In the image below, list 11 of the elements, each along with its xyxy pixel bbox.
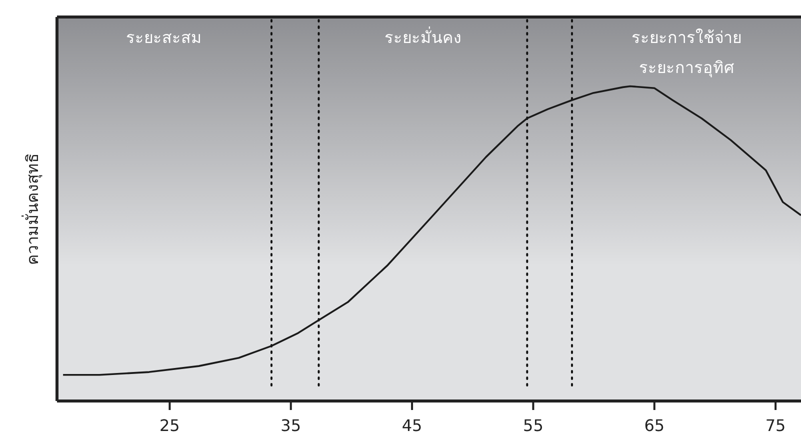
text: ระยะสะสม xyxy=(126,28,202,47)
x-tick-label: 25 xyxy=(160,416,180,435)
x-tick-label: 55 xyxy=(523,416,544,435)
text: ระยะการใช้จ่าย xyxy=(631,28,742,47)
text: ระยะมั่นคง xyxy=(384,26,462,47)
x-tick-label: 75 xyxy=(765,416,786,435)
y-axis-title: ความมั่นคงสุทธิ xyxy=(21,153,43,265)
x-tick-label: 65 xyxy=(644,416,665,435)
text: ระยะการอุทิศ xyxy=(638,58,734,78)
x-tick-label: 35 xyxy=(280,416,302,435)
x-tick-label: 45 xyxy=(402,416,422,435)
